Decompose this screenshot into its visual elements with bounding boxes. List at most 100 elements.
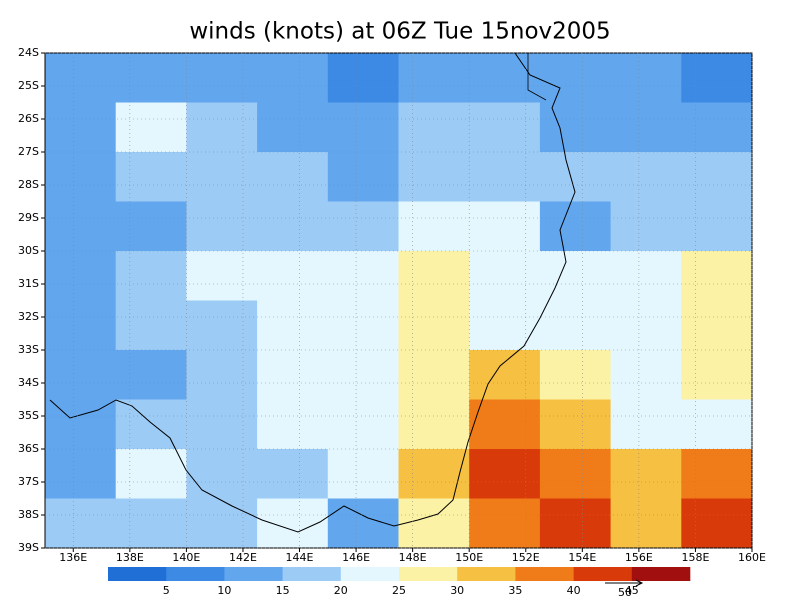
speed-cell [186,350,258,400]
reference-arrowhead [635,579,644,587]
speed-cell [257,53,329,103]
colorbar-box [224,567,283,581]
speed-cell [115,102,187,153]
speed-cell [257,449,329,499]
colorbar-box [399,567,458,581]
colorbar-box [573,567,633,581]
field [45,53,753,549]
y-tick-label: 31S [18,277,39,290]
speed-cell [539,399,612,450]
colorbar-label: 20 [334,584,348,597]
speed-cell [115,399,187,450]
speed-cell [257,399,329,450]
speed-cell [327,251,399,301]
colorbar-label: 15 [276,584,290,597]
y-tick-label: 36S [18,442,39,455]
speed-cell [681,498,753,549]
speed-cell [186,498,258,549]
colorbar-label: 5 [163,584,170,597]
speed-cell [610,300,682,351]
speed-cell [539,152,612,202]
speed-cell [610,251,682,301]
speed-cell [469,152,541,202]
y-tick-label: 39S [18,541,39,554]
speed-cell [115,201,187,252]
speed-cell [186,251,258,301]
speed-cell [45,251,117,301]
speed-cell [45,201,117,252]
speed-cell [327,201,399,252]
speed-cell [539,300,612,351]
colorbar-box [515,567,574,581]
speed-cell [469,53,541,103]
speed-cell [469,449,541,499]
speed-cell [681,251,753,301]
y-tick-label: 24S [18,46,39,59]
speed-cell [610,399,682,450]
speed-cell [398,53,470,103]
y-tick-label: 29S [18,211,39,224]
speed-cell [469,102,541,153]
colorbar-label: 10 [217,584,231,597]
speed-cell [681,350,753,400]
speed-cell [469,350,541,400]
speed-cell [45,449,117,499]
y-tick-label: 35S [18,409,39,422]
colorbar-label: 40 [567,584,581,597]
speed-cell [186,399,258,450]
speed-cell [327,399,399,450]
speed-cell [469,498,541,549]
speed-cell [539,53,612,103]
speed-cell [115,498,187,549]
speed-cell [398,300,470,351]
colorbar-box [340,567,400,581]
speed-cell [539,251,612,301]
x-tick-label: 150E [455,551,483,564]
colorbar-label: 30 [450,584,464,597]
speed-cell [681,300,753,351]
x-tick-label: 146E [342,551,370,564]
speed-cell [115,152,187,202]
speed-cell [327,300,399,351]
speed-cell [327,498,399,549]
y-tick-label: 27S [18,145,39,158]
speed-cell [469,201,541,252]
x-tick-label: 136E [59,551,87,564]
speed-cell [610,201,682,252]
y-tick-label: 32S [18,310,39,323]
x-tick-label: 148E [399,551,427,564]
y-tick-label: 38S [18,508,39,521]
colorbar-box [166,567,225,581]
speed-cell [186,102,258,153]
speed-cell [539,102,612,153]
speed-cell [610,449,682,499]
x-tick-label: 160E [738,551,766,564]
colorbar-label: 45 [625,584,639,597]
colorbar-box [282,567,342,581]
speed-cell [681,152,753,202]
speed-cell [186,449,258,499]
speed-cell [115,350,187,400]
speed-cell [398,251,470,301]
speed-cell [610,53,682,103]
chart-title: winds (knots) at 06Z Tue 15nov2005 [189,19,610,45]
speed-cell [115,449,187,499]
speed-cell [398,152,470,202]
y-tick-label: 25S [18,79,39,92]
speed-cell [398,102,470,153]
speed-cell [398,399,470,450]
colorbar-box [457,567,516,581]
speed-cell [186,201,258,252]
x-tick-label: 152E [512,551,540,564]
speed-cell [539,449,612,499]
y-tick-label: 33S [18,343,39,356]
speed-cell [327,152,399,202]
colorbar-box [108,567,167,581]
speed-cell [45,350,117,400]
speed-cell [115,300,187,351]
speed-cell [469,251,541,301]
speed-cell [681,201,753,252]
x-tick-label: 142E [229,551,257,564]
colorbar: 5 10 15 20 25 30 35 40 45 [108,567,691,597]
